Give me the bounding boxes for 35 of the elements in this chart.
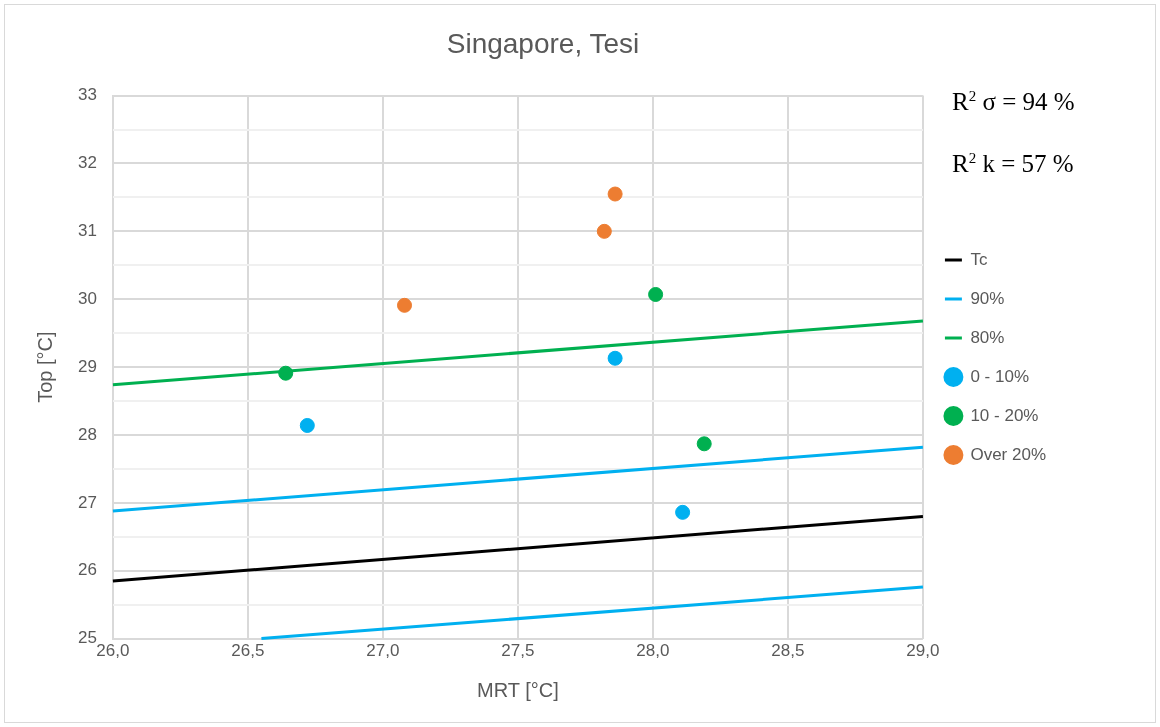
x-tick-label: 27,5 [501, 641, 535, 661]
chart-title: Singapore, Tesi [446, 27, 640, 59]
y-tick-label: 32 [77, 153, 97, 173]
x-tick-label: 26,0 [96, 641, 130, 661]
y-axis-title: Top [°C] [33, 331, 56, 403]
point [648, 286, 664, 302]
y-tick-label: 31 [77, 221, 97, 241]
legend-label: 80% [970, 327, 1005, 347]
y-tick-label: 26 [77, 560, 97, 580]
x-tick-label: 28,5 [771, 641, 805, 661]
point [596, 223, 612, 239]
point [607, 186, 623, 202]
legend-label: Over 20% [970, 444, 1047, 464]
x-axis-title: MRT [°C] [477, 678, 559, 701]
point [397, 297, 413, 313]
point [299, 417, 315, 433]
y-tick-label: 28 [77, 424, 97, 444]
legend-label: Tc [970, 249, 988, 269]
point [675, 504, 691, 520]
text: R$^{2}$ σ = 94 % [952, 88, 1075, 117]
y-tick-label: 25 [77, 628, 97, 648]
y-tick-label: 27 [77, 492, 97, 512]
x-tick-label: 29,0 [906, 641, 940, 661]
legend-label: 90% [970, 288, 1005, 308]
x-tick-label: 26,5 [231, 641, 265, 661]
text: R$^{2}$ k = 57 % [952, 150, 1074, 179]
y-tick-label: 30 [77, 288, 97, 308]
y-tick-label: 29 [77, 356, 97, 376]
y-tick-label: 33 [77, 85, 97, 105]
point [696, 436, 712, 452]
point [607, 350, 623, 366]
legend-label: 0 - 10% [970, 366, 1030, 386]
legend-label: 10 - 20% [970, 405, 1039, 425]
x-tick-label: 27,0 [366, 641, 400, 661]
x-tick-label: 28,0 [636, 641, 670, 661]
